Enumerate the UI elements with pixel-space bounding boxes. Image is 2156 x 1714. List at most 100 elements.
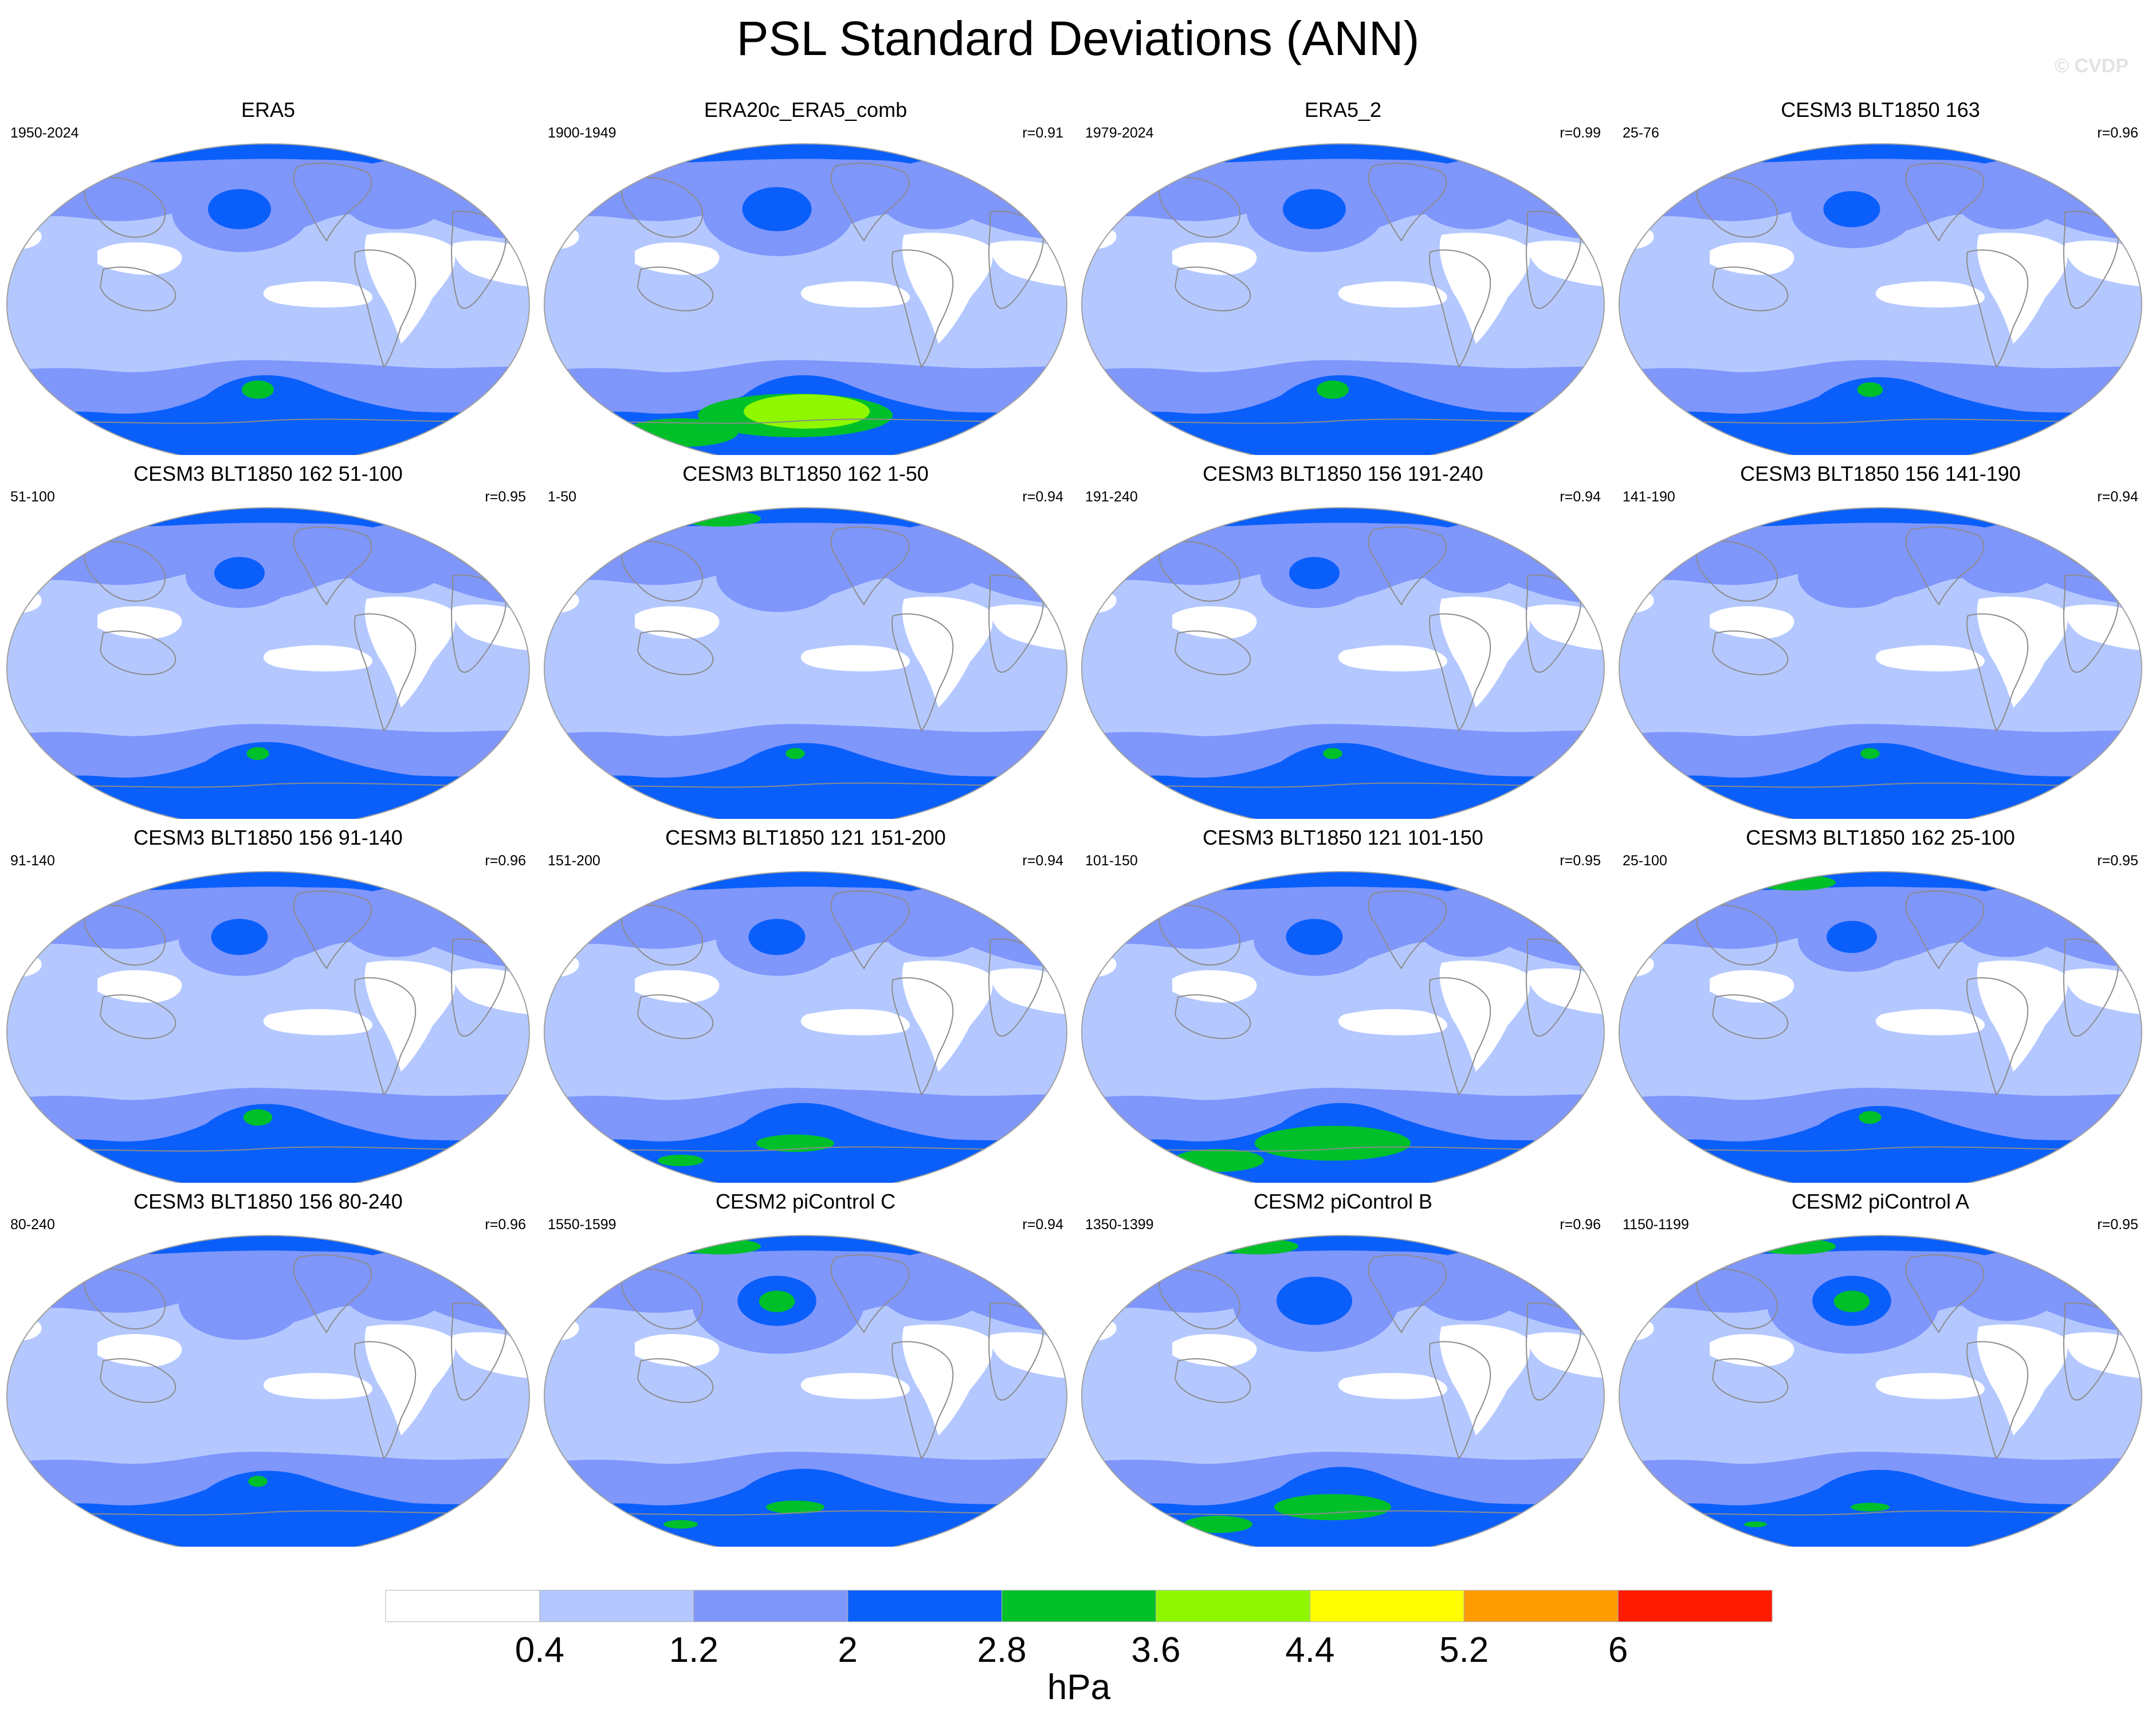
contour-level-0-samerica bbox=[364, 233, 455, 344]
panel-pattern-correlation: r=0.94 bbox=[1022, 853, 1063, 869]
contour-level-3-npac bbox=[1286, 919, 1343, 955]
contour-level-2-natl bbox=[1416, 160, 1525, 229]
panel-pattern-correlation: r=0.94 bbox=[1022, 1217, 1063, 1233]
contour-fill bbox=[544, 1236, 1067, 1547]
map-svg bbox=[1619, 507, 2142, 819]
contour-level-2-natl bbox=[1953, 888, 2062, 957]
contour-level-2-natl bbox=[1416, 524, 1525, 593]
contour-level-4-southocean bbox=[1851, 1503, 1890, 1512]
coastline-2 bbox=[293, 1254, 372, 1333]
contour-fill bbox=[1619, 508, 2142, 819]
colorbar-box-6 bbox=[1309, 1590, 1464, 1622]
map-border bbox=[6, 143, 530, 455]
coastline-1 bbox=[1711, 266, 1789, 312]
panel-pattern-correlation: r=0.95 bbox=[2097, 1217, 2138, 1233]
contour-level-0-samerica bbox=[1977, 597, 2068, 708]
contour-level-3-npac bbox=[1289, 557, 1340, 589]
map-panel: CESM3 BLT1850 156 191-240 191-240 r=0.94 bbox=[1075, 461, 1611, 819]
colorbar-box-7 bbox=[1463, 1590, 1619, 1622]
coastline-3 bbox=[892, 613, 954, 732]
coastline-3 bbox=[892, 249, 954, 368]
contour-level-2-natl bbox=[1953, 160, 2062, 229]
map-svg bbox=[544, 143, 1067, 455]
panel-pattern-correlation: r=0.94 bbox=[1022, 489, 1063, 505]
contour-fill bbox=[544, 144, 1067, 455]
coastline-3 bbox=[1429, 977, 1491, 1096]
coastline-2 bbox=[830, 162, 910, 242]
coastline-0 bbox=[1158, 1268, 1240, 1329]
coastline-3 bbox=[1966, 1341, 2029, 1460]
coastline-1 bbox=[99, 266, 176, 312]
contour-level-0-epac bbox=[1875, 645, 1985, 672]
contour-level-0-samerica bbox=[1439, 597, 1530, 708]
contour-level-4-southocean-core bbox=[1860, 748, 1880, 759]
contour-level-4-southocean-core bbox=[1317, 381, 1349, 399]
contour-level-0-samerica bbox=[364, 597, 455, 708]
contour-fill bbox=[1082, 1236, 1604, 1547]
contour-level-2-natl bbox=[1416, 1252, 1525, 1321]
coastline-2 bbox=[1905, 890, 1985, 970]
panel-title: CESM3 BLT1850 156 80-240 bbox=[133, 1190, 403, 1213]
panel-title: CESM2 piControl B bbox=[1253, 1190, 1433, 1213]
contour-level-2-natl bbox=[1416, 888, 1525, 957]
contour-level-4-arctic bbox=[1756, 874, 1836, 891]
panel-title: ERA20c_ERA5_comb bbox=[704, 98, 908, 121]
coastline-1 bbox=[1711, 1358, 1789, 1403]
contour-level-4-arctic bbox=[681, 511, 761, 527]
map-panel: CESM2 piControl A 1150-1199 r=0.95 bbox=[1612, 1189, 2149, 1547]
panel-title: CESM3 BLT1850 156 191-240 bbox=[1203, 462, 1483, 485]
panel-years: 91-140 bbox=[10, 853, 55, 869]
panel-years: 1900-1949 bbox=[548, 125, 616, 141]
coastline-2 bbox=[293, 162, 372, 242]
map-border bbox=[6, 1235, 530, 1547]
coastline-2 bbox=[1368, 1254, 1447, 1333]
contour-level-4-southocean-core bbox=[1323, 748, 1342, 759]
contour-level-0-samerica bbox=[902, 960, 993, 1072]
contour-level-0-samerica bbox=[1977, 1324, 2068, 1435]
contour-fill bbox=[544, 508, 1067, 819]
map-panel: CESM3 BLT1850 162 51-100 51-100 r=0.95 bbox=[0, 461, 536, 819]
panel-title: CESM2 piControl C bbox=[715, 1190, 896, 1213]
contour-level-4-southocean-west bbox=[658, 1155, 704, 1166]
contour-level-2-natl bbox=[1953, 524, 2062, 593]
panel-years: 1-50 bbox=[548, 489, 577, 505]
contour-level-2-natl bbox=[878, 524, 987, 593]
contour-level-0-samerica bbox=[364, 960, 455, 1072]
map-panel: CESM2 piControl C 1550-1599 r=0.94 bbox=[537, 1189, 1074, 1547]
contour-level-4-arctic bbox=[1756, 1238, 1836, 1254]
coastline-2 bbox=[1368, 162, 1447, 242]
panel-pattern-correlation: r=0.96 bbox=[1560, 1217, 1601, 1233]
contour-fill bbox=[1619, 144, 2142, 455]
contour-level-3-southocean bbox=[7, 375, 529, 455]
panel-years: 1550-1599 bbox=[548, 1217, 616, 1233]
watermark: © CVDP bbox=[2055, 55, 2128, 77]
coastline-0 bbox=[621, 904, 703, 966]
coastline-0 bbox=[621, 1268, 703, 1329]
contour-level-4-npac bbox=[759, 1291, 795, 1312]
panel-pattern-correlation: r=0.96 bbox=[485, 853, 526, 869]
contour-level-4-arctic bbox=[681, 1238, 761, 1254]
contour-level-0-samerica bbox=[1439, 233, 1530, 344]
contour-level-2-natl bbox=[341, 888, 450, 957]
contour-level-3-southocean bbox=[7, 742, 529, 819]
coastline-3 bbox=[1429, 249, 1491, 368]
contour-level-3-npac bbox=[211, 919, 268, 955]
map-panel: ERA5_2 1979-2024 r=0.99 bbox=[1075, 97, 1611, 455]
coastline-3 bbox=[892, 1341, 954, 1460]
panel-title: CESM3 BLT1850 162 1-50 bbox=[682, 462, 929, 485]
colorbar-box-4 bbox=[1002, 1590, 1156, 1622]
contour-level-0-epac bbox=[1338, 281, 1447, 308]
coastline-1 bbox=[637, 630, 714, 676]
coastline-1 bbox=[1711, 994, 1789, 1040]
coastline-2 bbox=[830, 1254, 910, 1333]
panel-pattern-correlation: r=0.94 bbox=[2097, 489, 2138, 505]
panel-years: 1979-2024 bbox=[1085, 125, 1154, 141]
contour-level-4-southocean-core bbox=[248, 1476, 268, 1487]
coastline-0 bbox=[1696, 540, 1778, 602]
panel-pattern-correlation: r=0.95 bbox=[1560, 853, 1601, 869]
coastline-3 bbox=[1966, 977, 2029, 1096]
map-svg bbox=[544, 1235, 1067, 1547]
contour-level-4-southocean-core bbox=[246, 747, 269, 760]
coastline-0 bbox=[84, 904, 166, 966]
contour-fill bbox=[544, 872, 1067, 1183]
